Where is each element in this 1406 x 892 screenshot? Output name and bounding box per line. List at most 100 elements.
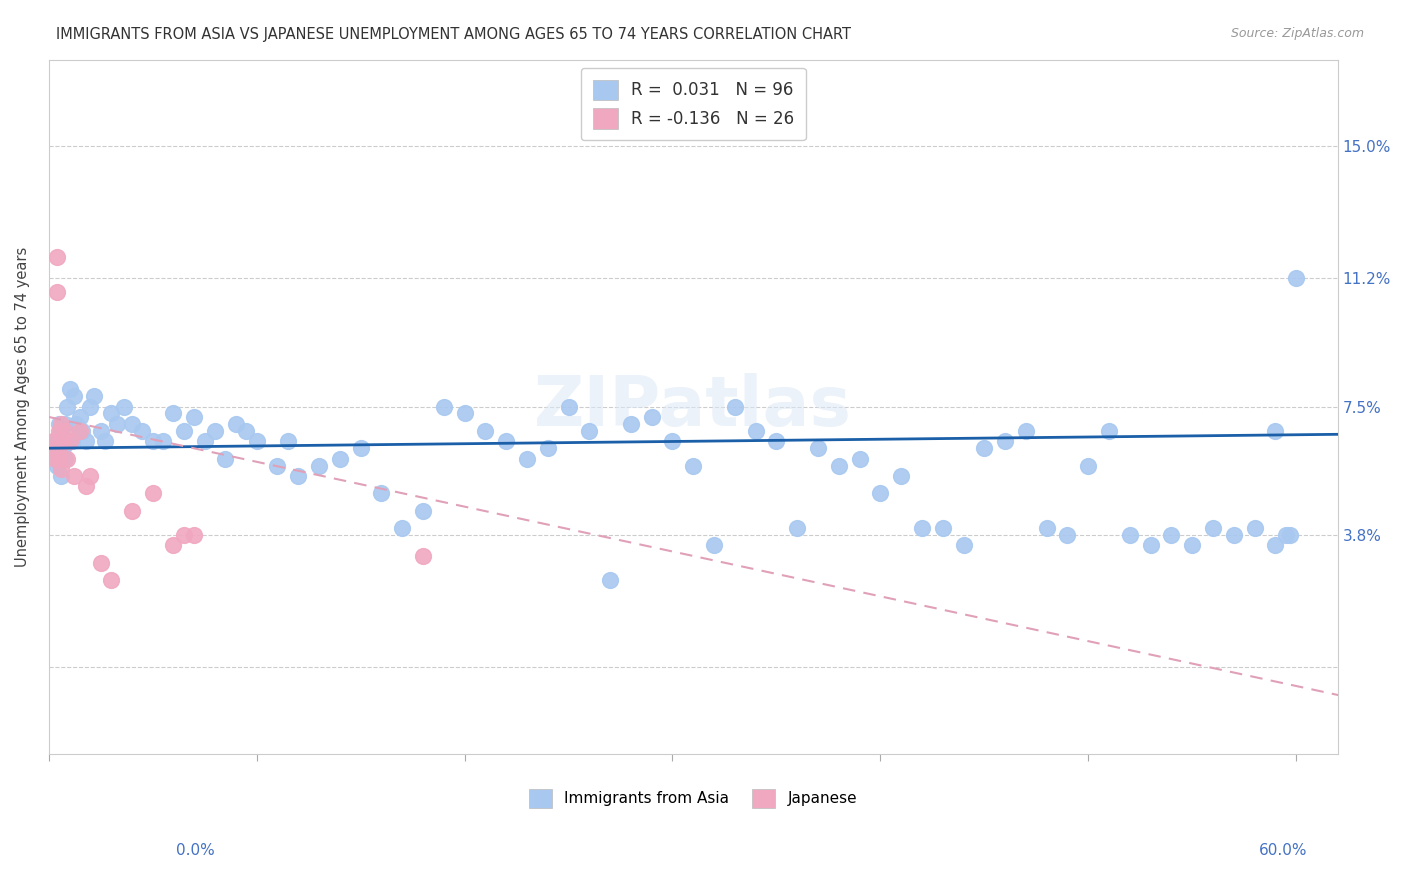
Point (1035, 521, 1057, 535)
Point (516, 451, 538, 466)
Point (349, 441, 371, 455)
Point (173, 528, 195, 542)
Point (55, 424, 77, 438)
Point (65, 417, 87, 431)
Point (90, 424, 112, 438)
Point (869, 486, 891, 500)
Point (235, 424, 257, 438)
Point (75, 479, 97, 493)
Point (58, 382, 80, 396)
Point (162, 538, 184, 552)
Point (786, 521, 808, 535)
Point (44, 434, 66, 449)
Point (973, 441, 995, 455)
Point (105, 417, 128, 431)
Point (112, 400, 135, 414)
Legend: Immigrants from Asia, Japanese: Immigrants from Asia, Japanese (522, 781, 865, 815)
Point (173, 424, 195, 438)
Point (412, 549, 434, 563)
Point (204, 424, 226, 438)
Point (94, 434, 117, 449)
Point (1278, 528, 1301, 542)
Point (51, 424, 73, 438)
Point (142, 486, 165, 500)
Point (1264, 538, 1286, 552)
Point (44, 451, 66, 466)
Point (1202, 521, 1225, 535)
Point (266, 458, 288, 473)
Point (69, 424, 91, 438)
Point (79, 400, 101, 414)
Point (46, 285, 69, 299)
Point (75, 434, 97, 449)
Point (1077, 458, 1099, 473)
Point (1275, 528, 1298, 542)
Point (537, 441, 560, 455)
Point (83, 389, 105, 403)
Point (620, 417, 643, 431)
Y-axis label: Unemployment Among Ages 65 to 74 years: Unemployment Among Ages 65 to 74 years (15, 246, 30, 566)
Point (183, 528, 205, 542)
Point (52, 434, 75, 449)
Point (48, 417, 70, 431)
Point (62, 469, 84, 483)
Point (495, 434, 517, 449)
Text: 0.0%: 0.0% (176, 843, 215, 858)
Point (58, 434, 80, 449)
Point (100, 407, 122, 421)
Point (48, 441, 70, 455)
Point (69, 409, 91, 424)
Text: Source: ZipAtlas.com: Source: ZipAtlas.com (1230, 27, 1364, 40)
Point (52, 441, 75, 455)
Point (640, 409, 662, 424)
Point (557, 400, 579, 414)
Point (1056, 528, 1078, 542)
Point (1264, 424, 1286, 438)
Point (1119, 528, 1142, 542)
Point (911, 521, 934, 535)
Point (51, 462, 73, 476)
Point (828, 458, 851, 473)
Point (51, 469, 73, 483)
Point (225, 417, 247, 431)
Point (932, 521, 955, 535)
Point (1160, 528, 1182, 542)
Point (433, 400, 456, 414)
Point (952, 538, 974, 552)
Point (46, 458, 69, 473)
Point (1243, 521, 1265, 535)
Point (765, 434, 787, 449)
Point (578, 424, 600, 438)
Point (682, 458, 704, 473)
Point (1223, 528, 1246, 542)
Point (277, 434, 299, 449)
Point (51, 417, 73, 431)
Point (56, 400, 79, 414)
Point (55, 451, 77, 466)
Point (994, 434, 1017, 449)
Point (744, 424, 766, 438)
Point (48, 451, 70, 466)
Point (661, 434, 683, 449)
Point (370, 486, 392, 500)
Point (214, 451, 236, 466)
Point (52, 434, 75, 449)
Point (79, 469, 101, 483)
Point (453, 407, 475, 421)
Point (329, 451, 352, 466)
Point (412, 503, 434, 517)
Point (287, 469, 309, 483)
Point (121, 417, 143, 431)
Point (46, 251, 69, 265)
Point (1015, 424, 1038, 438)
Point (56, 451, 79, 466)
Point (1181, 538, 1204, 552)
Point (194, 434, 217, 449)
Point (142, 434, 165, 449)
Point (183, 409, 205, 424)
Point (46, 444, 69, 458)
Point (121, 503, 143, 517)
Point (391, 521, 413, 535)
Point (48, 451, 70, 466)
Point (848, 451, 870, 466)
